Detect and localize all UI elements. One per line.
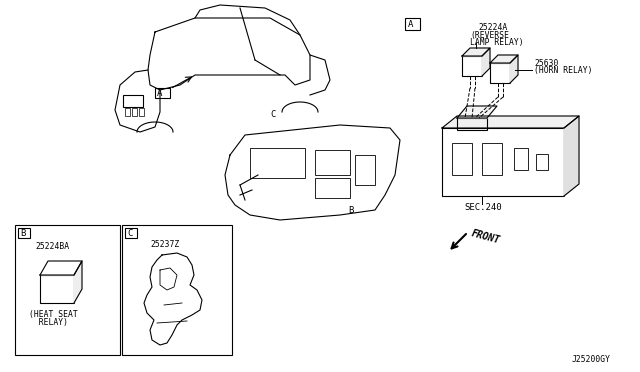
Text: 25237Z: 25237Z bbox=[150, 240, 179, 249]
Text: B: B bbox=[20, 229, 26, 238]
Text: B: B bbox=[348, 206, 353, 215]
Bar bbox=[40, 275, 74, 303]
Text: FRONT: FRONT bbox=[470, 229, 501, 246]
Bar bbox=[123, 95, 143, 107]
Bar bbox=[15, 225, 120, 355]
Bar bbox=[536, 154, 548, 170]
Bar bbox=[139, 108, 144, 116]
Text: LAMP RELAY): LAMP RELAY) bbox=[470, 38, 524, 47]
Bar bbox=[122, 225, 232, 355]
Text: SEC.240: SEC.240 bbox=[464, 203, 502, 212]
Bar bbox=[462, 56, 482, 76]
Bar bbox=[452, 143, 472, 175]
Text: 25224A: 25224A bbox=[478, 23, 508, 32]
Text: RELAY): RELAY) bbox=[29, 318, 68, 327]
Text: (HORN RELAY): (HORN RELAY) bbox=[534, 66, 593, 75]
Polygon shape bbox=[40, 261, 82, 275]
Polygon shape bbox=[564, 116, 579, 196]
Bar bbox=[490, 63, 510, 83]
Bar bbox=[457, 118, 487, 130]
Text: A: A bbox=[408, 20, 413, 29]
Polygon shape bbox=[442, 116, 579, 128]
Bar bbox=[405, 18, 420, 30]
Bar bbox=[315, 150, 350, 175]
Bar bbox=[442, 128, 564, 196]
Bar bbox=[125, 228, 137, 238]
Text: C: C bbox=[270, 110, 275, 119]
Bar bbox=[315, 178, 350, 198]
Polygon shape bbox=[510, 55, 518, 83]
Polygon shape bbox=[482, 48, 490, 76]
Polygon shape bbox=[74, 261, 82, 303]
Bar bbox=[18, 228, 30, 238]
Polygon shape bbox=[457, 106, 497, 118]
Text: 25224BA: 25224BA bbox=[35, 242, 69, 251]
Text: C: C bbox=[127, 229, 132, 238]
Polygon shape bbox=[462, 48, 490, 56]
Text: 25630: 25630 bbox=[534, 59, 558, 68]
Bar bbox=[155, 88, 170, 98]
Polygon shape bbox=[490, 55, 518, 63]
Bar bbox=[132, 108, 137, 116]
Text: A: A bbox=[157, 89, 163, 97]
Text: (HEAT SEAT: (HEAT SEAT bbox=[29, 310, 77, 319]
Bar bbox=[250, 148, 305, 178]
Bar bbox=[482, 143, 502, 175]
Text: (REVERSE: (REVERSE bbox=[470, 31, 509, 40]
Bar bbox=[125, 108, 130, 116]
Bar bbox=[355, 155, 375, 185]
Bar bbox=[514, 148, 528, 170]
Text: J25200GY: J25200GY bbox=[572, 355, 611, 364]
